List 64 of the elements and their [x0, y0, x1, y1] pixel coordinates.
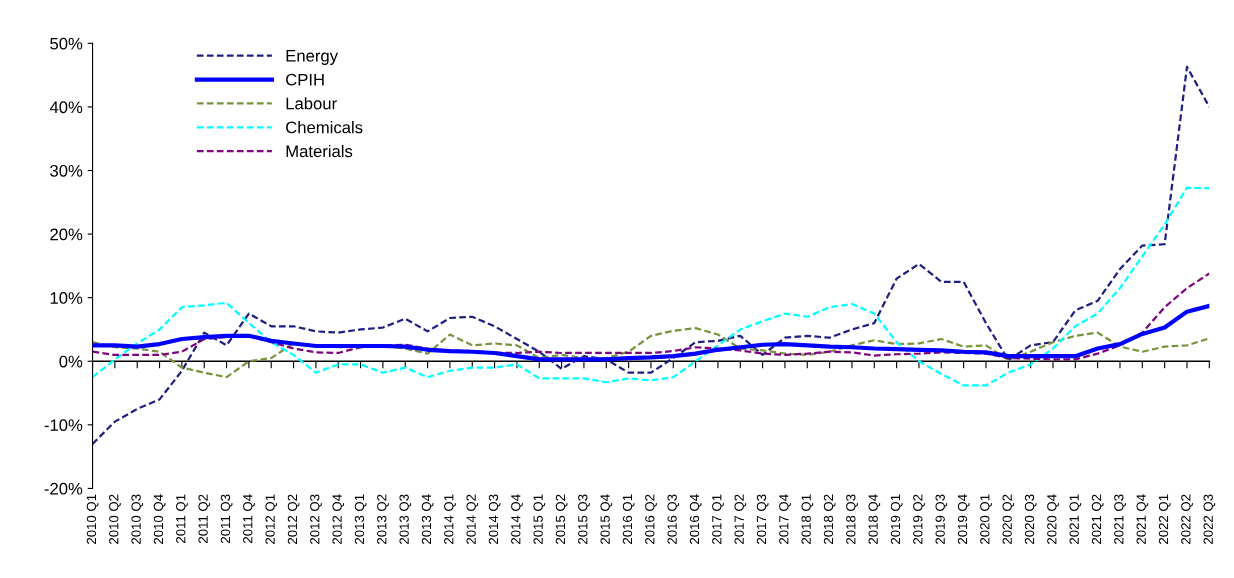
x-tick-label: 2021 Q1: [1069, 494, 1082, 544]
y-tick-label: 40%: [49, 101, 83, 114]
x-tick-label: 2014 Q1: [444, 494, 456, 544]
x-tick-label: 2017 Q3: [756, 494, 769, 544]
y-tick-label: 30%: [50, 164, 83, 177]
x-tick-label: 2018 Q1: [801, 494, 814, 544]
x-tick-label: 2020 Q4: [1047, 494, 1059, 544]
x-tick-label: 2016 Q2: [645, 494, 657, 544]
x-tick-label: 2022 Q1: [1158, 494, 1171, 544]
x-tick-label: 2020 Q1: [980, 494, 992, 544]
y-tick-label: 10%: [50, 292, 83, 304]
legend-label: CPIH: [286, 73, 324, 86]
x-tick-label: 2022 Q3: [1203, 494, 1216, 544]
x-tick-label: 2011 Q4: [243, 494, 255, 543]
x-tick-label: 2020 Q2: [1002, 494, 1015, 544]
x-tick-label: 2020 Q3: [1024, 494, 1037, 544]
x-tick-label: 2013 Q4: [421, 494, 434, 544]
y-tick-label: 20%: [50, 228, 83, 241]
x-tick-label: 2011 Q1: [176, 494, 188, 543]
x-tick-label: 2012 Q2: [287, 494, 300, 544]
x-tick-label: 2018 Q2: [823, 494, 836, 544]
x-tick-label: 2015 Q2: [555, 494, 568, 544]
x-tick-label: 2010 Q2: [109, 494, 121, 544]
legend-label: Materials: [286, 144, 353, 158]
x-tick-label: 2013 Q1: [354, 494, 367, 544]
legend-label: Labour: [286, 97, 337, 110]
x-tick-label: 2019 Q3: [935, 494, 948, 544]
y-tick-label: 50%: [50, 37, 83, 50]
x-tick-label: 2018 Q3: [846, 494, 858, 544]
x-tick-label: 2017 Q4: [779, 494, 791, 544]
x-tick-label: 2013 Q3: [399, 494, 412, 544]
x-tick-label: 2014 Q2: [466, 494, 479, 544]
x-tick-label: 2014 Q3: [488, 494, 501, 544]
x-tick-label: 2017 Q1: [712, 494, 724, 544]
x-tick-label: 2010 Q1: [86, 494, 99, 544]
x-tick-label: 2015 Q3: [578, 494, 590, 544]
x-tick-label: 2011 Q3: [220, 494, 233, 543]
x-tick-label: 2013 Q2: [377, 494, 389, 544]
y-tick-label: -20%: [44, 482, 83, 495]
x-tick-label: 2012 Q3: [310, 494, 322, 544]
x-tick-label: 2015 Q1: [533, 494, 546, 544]
x-tick-label: 2018 Q4: [868, 494, 881, 544]
legend-label: Energy: [286, 50, 338, 65]
x-tick-label: 2019 Q2: [913, 494, 925, 544]
x-tick-label: 2016 Q4: [689, 494, 702, 544]
legend-label: Chemicals: [286, 121, 363, 134]
y-tick-label: -10%: [44, 419, 83, 432]
x-tick-label: 2010 Q4: [153, 494, 166, 544]
x-tick-label: 2019 Q1: [890, 494, 903, 544]
y-tick-label: 0%: [59, 355, 83, 368]
x-tick-label: 2012 Q4: [332, 494, 345, 544]
x-tick-label: 2012 Q1: [265, 494, 278, 544]
x-tick-label: 2016 Q3: [667, 494, 680, 544]
x-tick-label: 2021 Q2: [1091, 494, 1104, 544]
x-tick-label: 2022 Q2: [1181, 494, 1193, 544]
x-tick-label: 2019 Q4: [957, 494, 970, 544]
x-tick-label: 2021 Q4: [1136, 494, 1149, 544]
x-tick-label: 2010 Q3: [131, 494, 144, 544]
x-tick-label: 2011 Q2: [198, 494, 211, 543]
x-tick-label: 2017 Q2: [734, 494, 747, 544]
x-tick-label: 2016 Q1: [622, 494, 635, 544]
x-tick-label: 2014 Q4: [511, 494, 523, 544]
x-tick-label: 2021 Q3: [1114, 494, 1126, 544]
x-tick-label: 2015 Q4: [600, 494, 613, 544]
